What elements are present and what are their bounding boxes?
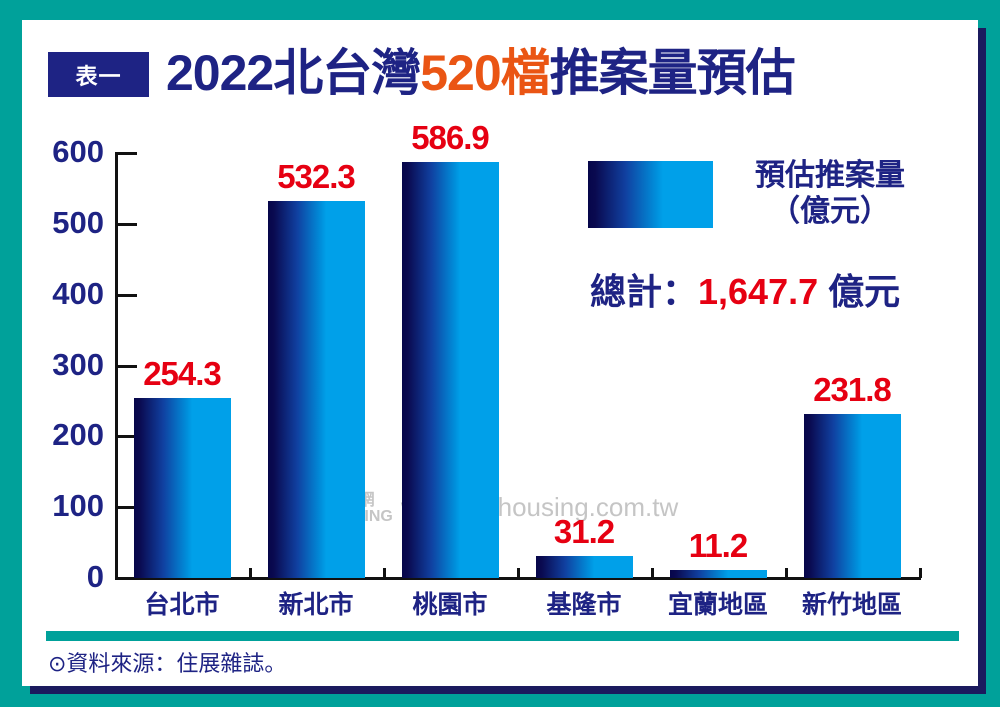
y-tick-label: 200	[52, 417, 104, 453]
x-tick	[249, 568, 252, 578]
y-tick-label: 300	[52, 346, 104, 382]
x-tick	[919, 568, 922, 578]
y-tick	[117, 435, 137, 439]
y-tick-label: 400	[52, 275, 104, 311]
x-tick	[383, 568, 386, 578]
legend-swatch	[588, 161, 713, 228]
x-tick-label: 台北市	[144, 591, 220, 619]
x-tick-label: 桃園市	[412, 591, 488, 619]
x-axis	[115, 577, 921, 580]
y-tick-label: 0	[86, 559, 104, 594]
x-tick	[785, 568, 788, 578]
y-axis	[115, 152, 118, 580]
bar-3	[536, 555, 633, 578]
value-label: 586.9	[411, 119, 490, 157]
x-tick-label: 新竹地區	[801, 591, 902, 619]
y-tick-label: 500	[52, 204, 104, 240]
value-label: 11.2	[688, 527, 748, 565]
value-label: 254.3	[143, 354, 222, 392]
chart-title: 2022北台灣520檔推案量預估	[166, 40, 796, 106]
bar-0	[134, 397, 231, 578]
y-tick	[117, 152, 137, 155]
title-suffix: 推案量預估	[549, 45, 796, 101]
x-tick	[517, 568, 520, 578]
x-tick-label: 新北市	[278, 591, 354, 619]
total-label: 總計：	[590, 271, 699, 312]
source-note: ⊙資料來源：住展雜誌。	[48, 651, 287, 676]
bar-5	[804, 413, 901, 578]
legend-label: 預估推案量 （億元）	[755, 159, 905, 228]
y-tick-label: 100	[52, 488, 104, 524]
x-tick-label: 宜蘭地區	[667, 591, 768, 619]
value-label: 532.3	[277, 157, 356, 195]
y-tick	[117, 364, 137, 368]
table-badge: 表一	[48, 52, 149, 97]
total-value: 1,647.7	[698, 271, 819, 312]
value-label: 231.8	[813, 370, 892, 408]
total-annotation: 總計：1,647.7 億元	[590, 270, 900, 314]
y-tick	[117, 506, 137, 510]
value-label: 31.2	[553, 512, 615, 550]
bar-1	[268, 200, 365, 578]
y-tick-label: 600	[52, 134, 104, 169]
x-tick-label: 基隆市	[546, 591, 622, 619]
bar-4	[670, 570, 767, 578]
bar-2	[402, 162, 499, 578]
total-unit: 億元	[818, 271, 901, 312]
y-tick	[117, 293, 137, 297]
footer-divider	[46, 631, 959, 641]
y-tick	[117, 222, 137, 226]
title-highlight: 520檔	[420, 45, 550, 101]
title-prefix: 2022北台灣	[166, 45, 421, 101]
x-tick	[651, 568, 654, 578]
